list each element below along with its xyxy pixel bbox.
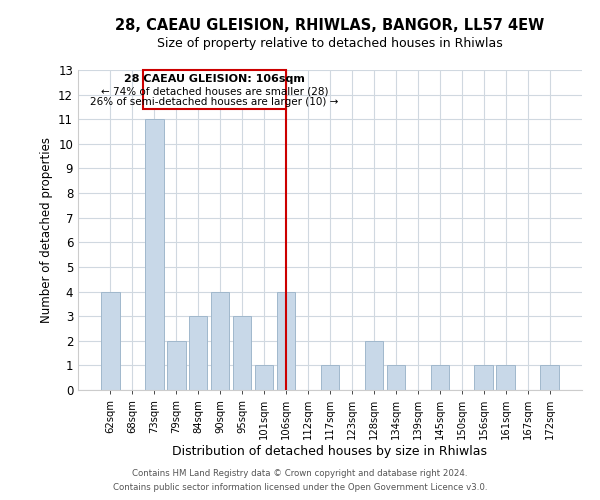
Bar	[386, 366, 405, 390]
Text: 26% of semi-detached houses are larger (10) →: 26% of semi-detached houses are larger (…	[91, 98, 339, 108]
Bar	[255, 366, 274, 390]
Text: Contains HM Land Registry data © Crown copyright and database right 2024.: Contains HM Land Registry data © Crown c…	[132, 468, 468, 477]
Bar	[101, 292, 119, 390]
X-axis label: Distribution of detached houses by size in Rhiwlas: Distribution of detached houses by size …	[173, 445, 487, 458]
Bar	[475, 366, 493, 390]
Bar	[496, 366, 515, 390]
Bar	[320, 366, 340, 390]
Bar	[189, 316, 208, 390]
Bar	[167, 341, 185, 390]
Text: 28 CAEAU GLEISION: 106sqm: 28 CAEAU GLEISION: 106sqm	[124, 74, 305, 84]
FancyBboxPatch shape	[143, 70, 286, 110]
Bar	[431, 366, 449, 390]
Bar	[277, 292, 295, 390]
Bar	[145, 119, 164, 390]
Bar	[365, 341, 383, 390]
Bar	[541, 366, 559, 390]
Text: ← 74% of detached houses are smaller (28): ← 74% of detached houses are smaller (28…	[101, 86, 328, 97]
Text: 28, CAEAU GLEISION, RHIWLAS, BANGOR, LL57 4EW: 28, CAEAU GLEISION, RHIWLAS, BANGOR, LL5…	[115, 18, 545, 32]
Text: Size of property relative to detached houses in Rhiwlas: Size of property relative to detached ho…	[157, 38, 503, 51]
Y-axis label: Number of detached properties: Number of detached properties	[40, 137, 53, 323]
Bar	[233, 316, 251, 390]
Text: Contains public sector information licensed under the Open Government Licence v3: Contains public sector information licen…	[113, 484, 487, 492]
Bar	[211, 292, 229, 390]
